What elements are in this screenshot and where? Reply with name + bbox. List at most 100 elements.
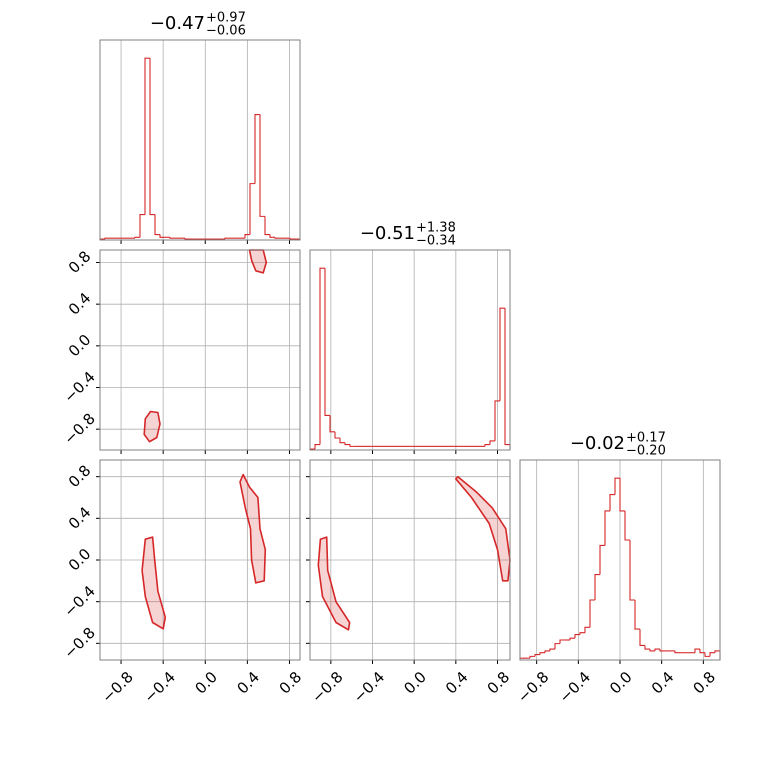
histogram-bin <box>589 599 595 628</box>
title-plus: +0.17 <box>626 431 666 446</box>
contour <box>143 410 161 443</box>
y-tick-label: 0.8 <box>65 247 95 277</box>
histogram-bin <box>494 400 500 441</box>
histogram-bin <box>134 236 140 239</box>
histogram-bin <box>484 443 490 447</box>
histogram-bin <box>534 653 540 657</box>
histogram-bin <box>339 438 345 444</box>
histogram-bin <box>604 510 610 546</box>
histogram-bin <box>559 639 565 644</box>
panel-title: −0.47 <box>150 13 205 34</box>
histogram-bin <box>104 237 110 240</box>
panel: −0.8−0.40.00.40.8 <box>60 247 301 454</box>
histogram-bin <box>289 238 295 240</box>
y-tick-label: 0.0 <box>65 545 95 575</box>
panel-title: −0.51 <box>360 223 415 244</box>
panel: −0.8−0.4 0.0 0.4 0.8 <box>306 459 514 707</box>
panel-frame <box>309 459 511 661</box>
histogram-bin <box>264 216 270 236</box>
histogram-bin <box>244 233 250 239</box>
histogram-bin <box>489 440 495 445</box>
x-tick-label: 0.0 <box>400 668 430 698</box>
histogram-bin <box>504 308 510 446</box>
histogram-bin <box>224 237 230 240</box>
histogram-bin <box>259 114 265 217</box>
histogram-bin <box>554 643 560 650</box>
histogram-bin <box>579 632 585 635</box>
histogram-bin <box>639 629 645 647</box>
histogram-bin <box>629 540 635 601</box>
x-tick-label: 0.8 <box>276 668 306 698</box>
x-tick-label: −0.4 <box>556 668 594 706</box>
histogram-bin <box>619 478 625 512</box>
panel-frame <box>99 459 301 661</box>
histogram-bin <box>624 510 630 541</box>
histogram-bin <box>139 213 145 238</box>
histogram-bin <box>499 307 505 401</box>
x-tick-label: 0.4 <box>234 668 264 698</box>
histogram-bin <box>344 442 350 446</box>
histogram-bin <box>144 57 150 215</box>
histogram-bin <box>709 652 715 657</box>
histogram-bin <box>649 649 655 652</box>
histogram-bin <box>249 183 255 235</box>
x-tick-label: 0.0 <box>191 668 221 698</box>
histogram-bin <box>704 652 710 657</box>
y-tick-label: −0.8 <box>60 624 98 662</box>
panel-frame <box>99 249 301 451</box>
histogram-bin <box>659 649 665 652</box>
title-plus: +1.38 <box>416 221 456 236</box>
panel: −0.8 −0.4 0.0 0.4 0.8 −0.02 +0.17−0.20 <box>514 431 721 707</box>
x-tick-label: 0.8 <box>689 668 719 698</box>
histogram-bin <box>574 633 580 639</box>
panel: −0.51 +1.38−0.34 <box>309 221 511 454</box>
histogram-bin <box>634 600 640 630</box>
panel: −0.47 +0.97−0.06 <box>99 11 301 244</box>
contour <box>239 473 267 584</box>
panel-frame <box>519 459 721 661</box>
histogram-bin <box>654 648 660 651</box>
x-tick-label: −0.4 <box>350 668 388 706</box>
histogram-bin <box>539 652 545 655</box>
y-tick-label: −0.4 <box>60 368 98 406</box>
histogram-bin <box>334 431 340 439</box>
histogram-bin <box>544 650 550 653</box>
histogram-bin <box>149 58 155 216</box>
histogram-bin <box>644 645 650 650</box>
histogram-bin <box>269 234 275 238</box>
panel-frame <box>99 39 301 241</box>
x-tick-label: −0.8 <box>514 668 552 706</box>
histogram-bin <box>714 650 720 653</box>
x-tick-label: −0.8 <box>308 668 346 706</box>
title-minus: −0.06 <box>206 24 246 39</box>
histogram-bin <box>329 415 335 433</box>
histogram-bin <box>154 214 160 236</box>
y-tick-label: −0.8 <box>60 410 98 448</box>
title-minus: −0.20 <box>626 444 666 459</box>
histogram-bin <box>569 637 575 640</box>
x-tick-label: 0.4 <box>442 668 472 698</box>
histogram-bin <box>314 443 320 450</box>
histogram-bin <box>169 237 175 239</box>
x-tick-label: 0.0 <box>606 668 636 698</box>
panel-title: −0.02 <box>570 433 625 454</box>
y-tick-label: 0.4 <box>65 289 95 319</box>
contour <box>141 536 167 630</box>
title-plus: +0.97 <box>206 11 246 26</box>
contour <box>317 536 351 631</box>
x-tick-label: 0.8 <box>484 668 514 698</box>
histogram-bin <box>694 648 700 653</box>
histogram-bin <box>274 237 280 239</box>
histogram-bin <box>699 649 705 654</box>
histogram-bin <box>614 477 620 495</box>
histogram-bin <box>324 268 330 417</box>
y-tick-label: −0.4 <box>60 582 98 620</box>
histogram-bin <box>184 238 190 240</box>
contour <box>455 475 511 582</box>
y-tick-label: 0.4 <box>65 503 95 533</box>
histogram-bin <box>594 573 600 600</box>
histogram-bin <box>159 234 165 238</box>
panel-frame <box>309 249 511 451</box>
histogram-bin <box>254 113 260 184</box>
